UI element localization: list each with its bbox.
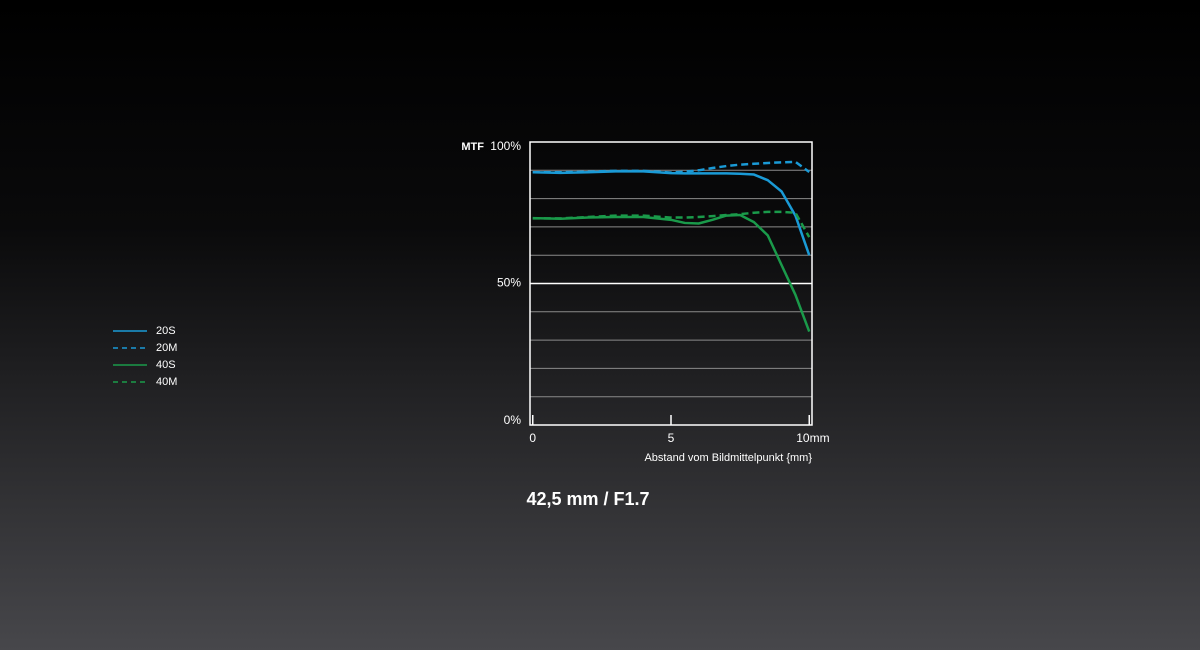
series-line xyxy=(532,213,811,333)
y-axis-label: MTF xyxy=(461,141,484,153)
series-line xyxy=(532,210,811,238)
chart-title: 42,5 mm / F1.7 xyxy=(526,489,649,509)
series-line xyxy=(532,160,810,174)
legend-label: 40S xyxy=(156,359,176,371)
y-tick-label: 100% xyxy=(490,139,521,153)
legend-label: 40M xyxy=(156,376,177,388)
x-tick-label: 5 xyxy=(668,431,675,445)
x-tick-label: 10mm xyxy=(796,431,829,445)
series-line xyxy=(532,170,811,256)
x-tick-label: 0 xyxy=(529,431,536,445)
legend-label: 20M xyxy=(156,342,177,354)
legend-label: 20S xyxy=(156,325,176,337)
y-tick-label: 50% xyxy=(497,276,521,290)
x-axis-label: Abstand vom Bildmittelpunkt {mm} xyxy=(644,452,812,464)
y-tick-label: 0% xyxy=(504,413,522,427)
